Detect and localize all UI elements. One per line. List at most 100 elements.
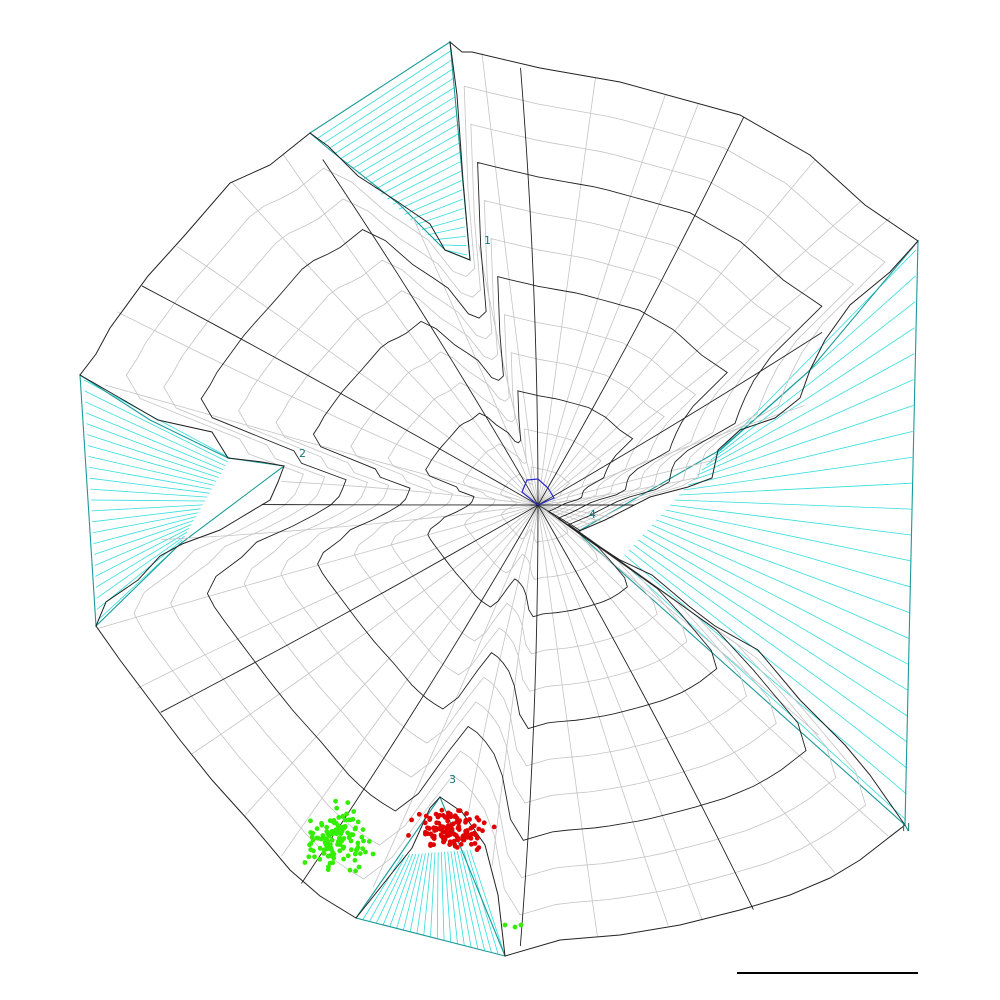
flap-hatch-line [90,488,208,498]
point-group-a [460,833,466,839]
point-group-b [351,809,357,814]
cut-label-3: 3 [449,773,456,786]
point-group-a [434,820,439,826]
flap-hatch-line [669,504,912,536]
point-group-a [464,811,469,816]
data-points [302,798,524,930]
flap-hatch-line [94,524,192,566]
point-group-a [471,823,477,829]
flap-hatch-line [95,531,188,588]
flap-hatch-line [674,499,912,510]
flap-hatch-line [427,226,466,236]
point-group-a [452,841,457,847]
flap-hatch-line [701,353,915,471]
flatmap-outline [79,40,919,957]
outline-path [79,40,919,957]
point-group-b [327,853,333,859]
point-group-a [473,832,479,838]
minor-spoke [537,504,820,736]
flap-hatch-line [375,854,410,924]
point-group-b [353,825,358,831]
point-group-b [337,848,343,854]
point-group-b [354,847,360,852]
flap-hatch-line [444,851,452,943]
point-group-a [491,824,497,830]
major-spoke [519,504,539,947]
flap-hatch-line [89,466,212,490]
point-group-a [406,833,411,838]
point-group-b [360,846,366,852]
flap-hatch-line [719,249,917,451]
point-group-b [345,830,350,836]
flap-hatch-line [88,455,215,486]
point-group-b [333,798,338,804]
point-group-b [341,856,346,862]
flap-hatch-line [665,509,911,562]
point-group-b [502,922,508,928]
point-group-a [458,841,464,847]
point-group-a [480,828,485,834]
point-group-a [456,820,461,826]
flap-hatch-line [619,559,907,821]
point-group-b [306,854,312,860]
flap-hatch-line [409,853,426,932]
point-group-b [340,824,346,830]
point-group-b [344,811,349,817]
point-group-a [447,839,453,845]
point-group-b [320,833,326,838]
point-group-a [447,831,453,836]
minor-spoke [537,504,703,921]
flap-hatch-line [329,68,454,149]
flap-hatch-line [683,456,913,491]
point-group-a [456,824,462,829]
point-group-b [370,851,376,857]
point-group-b [347,867,353,873]
point-group-b [349,832,354,837]
point-group-b [331,855,337,861]
flap-hatch-line [358,114,457,174]
point-group-b [322,840,328,845]
flap-3 [355,795,506,957]
flap-hatch-line [651,524,910,640]
minor-spoke [537,504,889,837]
point-group-a [464,828,470,833]
point-group-a [469,841,474,847]
point-group-b [352,851,358,857]
minor-spoke [537,405,805,506]
flap-hatch-line [404,189,463,215]
point-group-a [461,837,467,843]
flap-hatch-line [86,423,222,475]
point-group-a [425,825,430,831]
flap-hatch-line [447,851,458,944]
point-group-b [356,864,362,870]
point-group-b [335,823,341,828]
major-spoke [301,504,539,884]
point-group-a [447,824,453,830]
point-group-b [340,845,346,851]
point-group-b [345,853,351,859]
point-group-b [308,847,314,852]
minor-spoke [537,217,891,506]
flap-hatch-line [715,275,916,456]
point-group-b [330,860,336,866]
flap-hatch-line [679,482,912,496]
flap-hatch-line [439,244,467,247]
point-group-a [448,814,454,820]
flap-hatch-line [362,854,404,920]
point-group-a [433,825,438,831]
point-group-b [308,841,314,846]
point-group-b [355,840,361,846]
flap-hatch-line [396,853,420,929]
flap-hatch-line [92,512,199,534]
point-group-b [342,817,348,823]
major-ring [312,276,728,730]
flap-hatch-line [421,217,465,231]
point-group-b [334,805,340,811]
major-spoke [520,67,539,506]
point-group-b [357,851,363,856]
cut-label-2: 2 [299,447,306,460]
flap-hatch-line [93,516,197,545]
cut-label-4: 4 [589,508,596,521]
point-group-a [451,821,456,827]
point-group-b [348,847,354,853]
